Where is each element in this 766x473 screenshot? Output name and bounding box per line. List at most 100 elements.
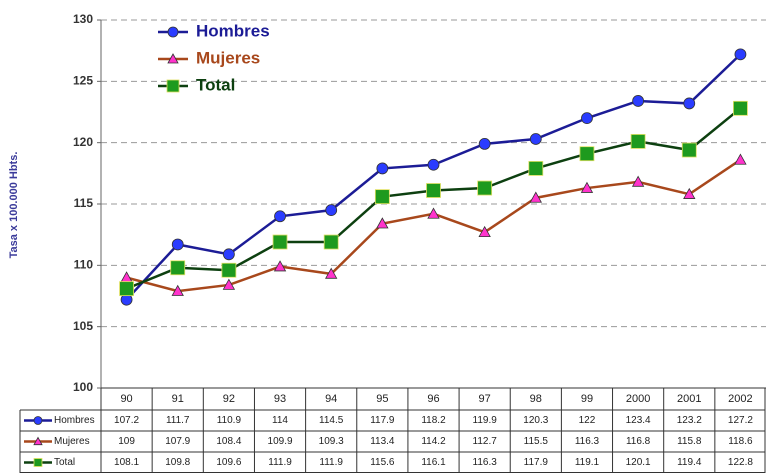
marker [374,189,390,205]
marker [119,281,134,297]
table-cell: 123.2 [677,415,702,426]
marker [427,158,440,171]
marker [273,260,287,272]
marker [33,458,43,467]
y-axis-label: Tasa x 100.000 Hbts. [8,152,20,259]
legend-label: Hombres [196,21,270,40]
legend-label: Mujeres [196,48,260,67]
marker [683,187,696,199]
table-cell: 112.7 [473,436,498,447]
table-cell: 109.6 [216,457,241,468]
table-cell: 120.1 [626,457,651,468]
marker [529,133,542,145]
table-cell: 115.5 [524,436,549,447]
table-cell: 116.1 [421,457,446,468]
table-cell: 119.9 [473,415,498,426]
marker [529,191,542,203]
legend-label: Total [196,75,235,94]
y-tick-label: 120 [73,135,93,149]
x-tick-label: 94 [325,393,337,405]
marker [734,153,747,165]
table-cell: 116.3 [575,436,600,447]
x-tick-label: 99 [581,393,593,405]
marker [580,181,594,193]
marker [171,238,184,251]
marker [272,234,288,250]
marker [581,112,593,125]
marker [579,146,595,162]
marker [325,204,338,217]
table-cell: 108.1 [114,457,139,468]
table-cell: 118.2 [421,415,446,426]
y-tick-label: 110 [74,258,94,272]
table-cell: 123.4 [626,415,651,426]
table-cell: 115.6 [370,457,395,468]
marker [222,278,236,290]
table-cell: 122.8 [728,457,753,468]
table-cell: 109 [118,436,135,447]
y-tick-label: 130 [73,12,93,26]
marker [630,134,646,149]
table-cell: 119.1 [575,457,600,468]
x-tick-label: 92 [223,393,235,405]
table-cell: 107.2 [114,415,139,426]
table-cell: 117.9 [524,457,549,468]
table-cell: 127.2 [728,415,753,426]
marker [376,162,389,175]
table-cell: 110.9 [217,415,242,426]
series-line [126,158,742,293]
marker [734,48,747,61]
y-tick-label: 115 [74,196,94,210]
marker [528,161,544,176]
marker [323,234,339,250]
x-tick-label: 2001 [677,393,701,405]
table-cell: 118.6 [728,436,753,447]
x-tick-label: 2000 [626,393,650,405]
table-cell: 119.4 [677,457,702,468]
marker [170,260,186,276]
x-tick-label: 97 [479,393,491,405]
table-cell: 114 [272,415,288,426]
table-cell: 108.4 [216,436,241,447]
marker [376,217,389,229]
series-line [126,107,742,290]
x-tick-label: 98 [530,393,542,405]
marker [683,97,696,110]
x-tick-label: 95 [376,393,388,405]
table-cell: 116.3 [473,457,498,468]
marker [222,248,235,261]
marker [166,79,180,93]
table-cell: 109.9 [268,436,293,447]
marker [167,53,179,64]
x-tick-label: 2002 [728,393,752,405]
y-tick-label: 105 [73,319,93,333]
table-cell: 111.7 [166,415,190,426]
table-cell: 111.9 [319,457,343,468]
table-cell: 109.3 [319,436,344,447]
marker [33,416,43,425]
table-row-label: Mujeres [54,436,90,447]
marker [478,225,491,238]
table-cell: 115.8 [677,436,702,447]
marker [631,175,645,187]
x-tick-label: 96 [427,393,439,405]
marker [171,284,184,296]
marker [733,100,748,116]
y-tick-label: 100 [73,380,93,394]
table-row-label: Hombres [54,415,95,426]
table-cell: 113.4 [370,436,395,447]
table-cell: 116.8 [626,436,651,447]
table-row-label: Total [54,457,75,468]
marker [274,210,286,223]
marker [478,137,491,150]
table-cell: 107.9 [165,436,190,447]
x-tick-label: 93 [274,393,286,405]
table-cell: 120.3 [523,415,548,426]
marker [427,207,440,219]
table-cell: 109.8 [165,457,190,468]
table-cell: 111.9 [268,457,292,468]
table-cell: 114.2 [421,436,446,447]
marker [632,95,645,107]
marker [221,262,237,278]
